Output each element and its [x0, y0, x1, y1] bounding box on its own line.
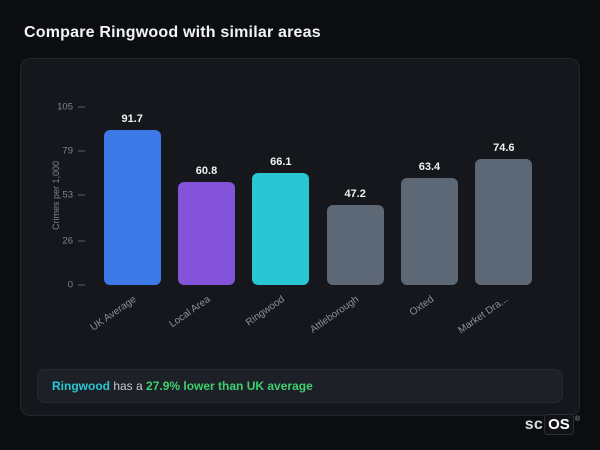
page-title: Compare Ringwood with similar areas — [24, 24, 321, 41]
y-tick-mark — [78, 240, 85, 242]
x-axis-label-uk-average: UK Average — [88, 294, 139, 334]
bar-oxted[interactable] — [400, 177, 458, 285]
y-tick-label: 26 — [62, 235, 73, 247]
bar-slot-local-area: 60.8 Local Area — [168, 107, 243, 330]
bar-value-label: 66.1 — [270, 155, 292, 168]
x-axis-label-oxted: Oxted — [407, 294, 436, 319]
note-highlight: 27.9% lower than UK average — [146, 379, 313, 393]
bar-attleborough[interactable] — [326, 205, 384, 285]
logo-prefix: sc — [524, 416, 544, 433]
x-axis-label-market-dra: Market Dra... — [456, 294, 511, 337]
bar-value-label: 60.8 — [195, 164, 218, 177]
y-tick-label: 105 — [57, 101, 73, 113]
bar-slot-market-dra: 74.6 Market Dra... — [456, 107, 541, 336]
bar-slot-uk-average: 91.7 UK Average — [89, 107, 169, 334]
chart-card: Crimes per 1,000 0 26 53 79 105 91.7 UK Averag… — [20, 58, 580, 416]
y-tick-mark — [78, 150, 85, 152]
y-tick-label: 79 — [62, 145, 73, 157]
y-tick-105: 105 — [57, 102, 85, 113]
x-axis-label-ringwood: Ringwood — [244, 294, 288, 329]
y-axis-label: Crimes per 1,000 — [51, 107, 61, 285]
y-tick-label: 0 — [67, 279, 73, 291]
bar-slot-oxted: 63.4 Oxted — [392, 107, 466, 318]
y-tick-26: 26 — [62, 235, 85, 246]
y-tick-53: 53 — [62, 190, 85, 201]
y-tick-0: 0 — [68, 280, 85, 291]
bar-value-label: 74.6 — [493, 141, 515, 154]
bar-value-label: 91.7 — [121, 112, 143, 125]
bar-value-label: 47.2 — [344, 188, 366, 200]
bar-slot-attleborough: 47.2 Attleborough — [309, 107, 392, 336]
bar-local-area[interactable] — [177, 181, 235, 285]
bar-uk-average[interactable] — [103, 129, 161, 285]
plot-area: 0 26 53 79 105 91.7 UK Average 60.8 Local Area 66… — [57, 102, 545, 336]
scos-logo: sc OS ® — [525, 414, 580, 435]
y-tick-mark — [78, 106, 85, 108]
bar-ringwood[interactable] — [252, 172, 310, 285]
y-tick-79: 79 — [62, 146, 85, 157]
note-middle: has a — [109, 379, 147, 393]
logo-suffix: OS — [544, 414, 574, 435]
y-tick-mark — [78, 284, 85, 286]
bar-value-label: 63.4 — [418, 160, 441, 173]
registered-mark: ® — [574, 416, 580, 423]
bar-chart: Crimes per 1,000 0 26 53 79 105 91.7 UK Averag… — [21, 59, 579, 336]
note-subject: Ringwood — [52, 379, 110, 393]
summary-note: Ringwood has a 27.9% lower than UK avera… — [37, 369, 563, 403]
y-tick-label: 53 — [62, 189, 73, 201]
x-axis-label-local-area: Local Area — [167, 294, 213, 331]
bar-market-dra[interactable] — [475, 158, 533, 285]
y-tick-mark — [78, 194, 85, 196]
bars-group: 91.7 UK Average 60.8 Local Area 66.1 Ringwood… — [89, 107, 545, 336]
bar-slot-ringwood: 66.1 Ringwood — [244, 107, 318, 329]
x-axis-label-attleborough: Attleborough — [308, 294, 362, 336]
y-axis-label-text: Crimes per 1,000 — [51, 161, 61, 231]
